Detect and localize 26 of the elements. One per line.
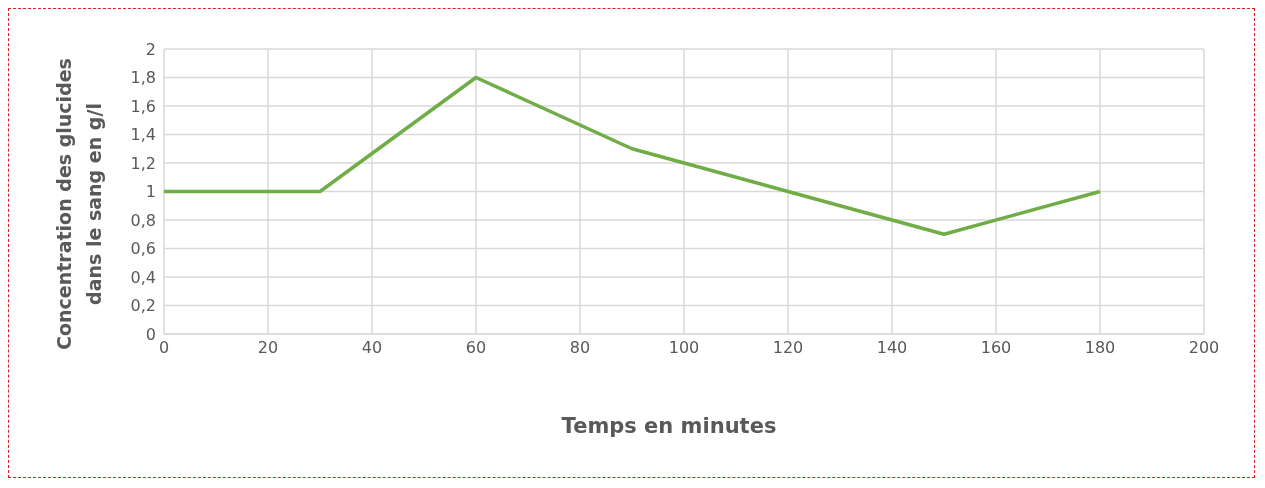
line-series	[164, 75, 1102, 236]
x-tick-label: 140	[876, 338, 908, 358]
y-tick-label: 1,8	[130, 68, 156, 88]
x-axis-title: Temps en minutes	[560, 414, 778, 438]
x-tick-label: 20	[257, 338, 279, 358]
y-tick-label: 0,8	[130, 210, 156, 230]
y-tick-label: 0,2	[130, 296, 156, 316]
x-tick-label: 180	[1084, 338, 1116, 358]
y-tick-label: 0,4	[130, 267, 156, 287]
x-tick-label: 80	[569, 338, 591, 358]
y-tick-label: 1	[145, 182, 156, 202]
x-tick-label: 0	[158, 338, 170, 358]
x-tick-label: 100	[668, 338, 700, 358]
y-axis-title: Concentration des glucides dans le sang en g/l	[52, 57, 106, 352]
x-tick-label: 40	[361, 338, 383, 358]
x-tick-label: 160	[980, 338, 1012, 358]
dashed-frame: Concentration des glucides dans le sang en g/l 0 20 40 60 80 100 120 140 160 180 200 0 0,2 0,4 0,6 0,8 1 1,2 1,4 1,6 1,8 2 Temps en minutes	[8, 8, 1255, 478]
y-tick-label: 1,2	[130, 153, 156, 173]
y-tick-label: 2	[145, 39, 156, 59]
x-tick-label: 200	[1188, 338, 1220, 358]
y-tick-label: 0	[145, 324, 156, 344]
x-tick-label: 60	[465, 338, 487, 358]
y-tick-label: 0,6	[130, 239, 156, 259]
y-tick-label: 1,6	[130, 96, 156, 116]
y-tick-label: 1,4	[130, 125, 156, 145]
x-tick-label: 120	[772, 338, 804, 358]
